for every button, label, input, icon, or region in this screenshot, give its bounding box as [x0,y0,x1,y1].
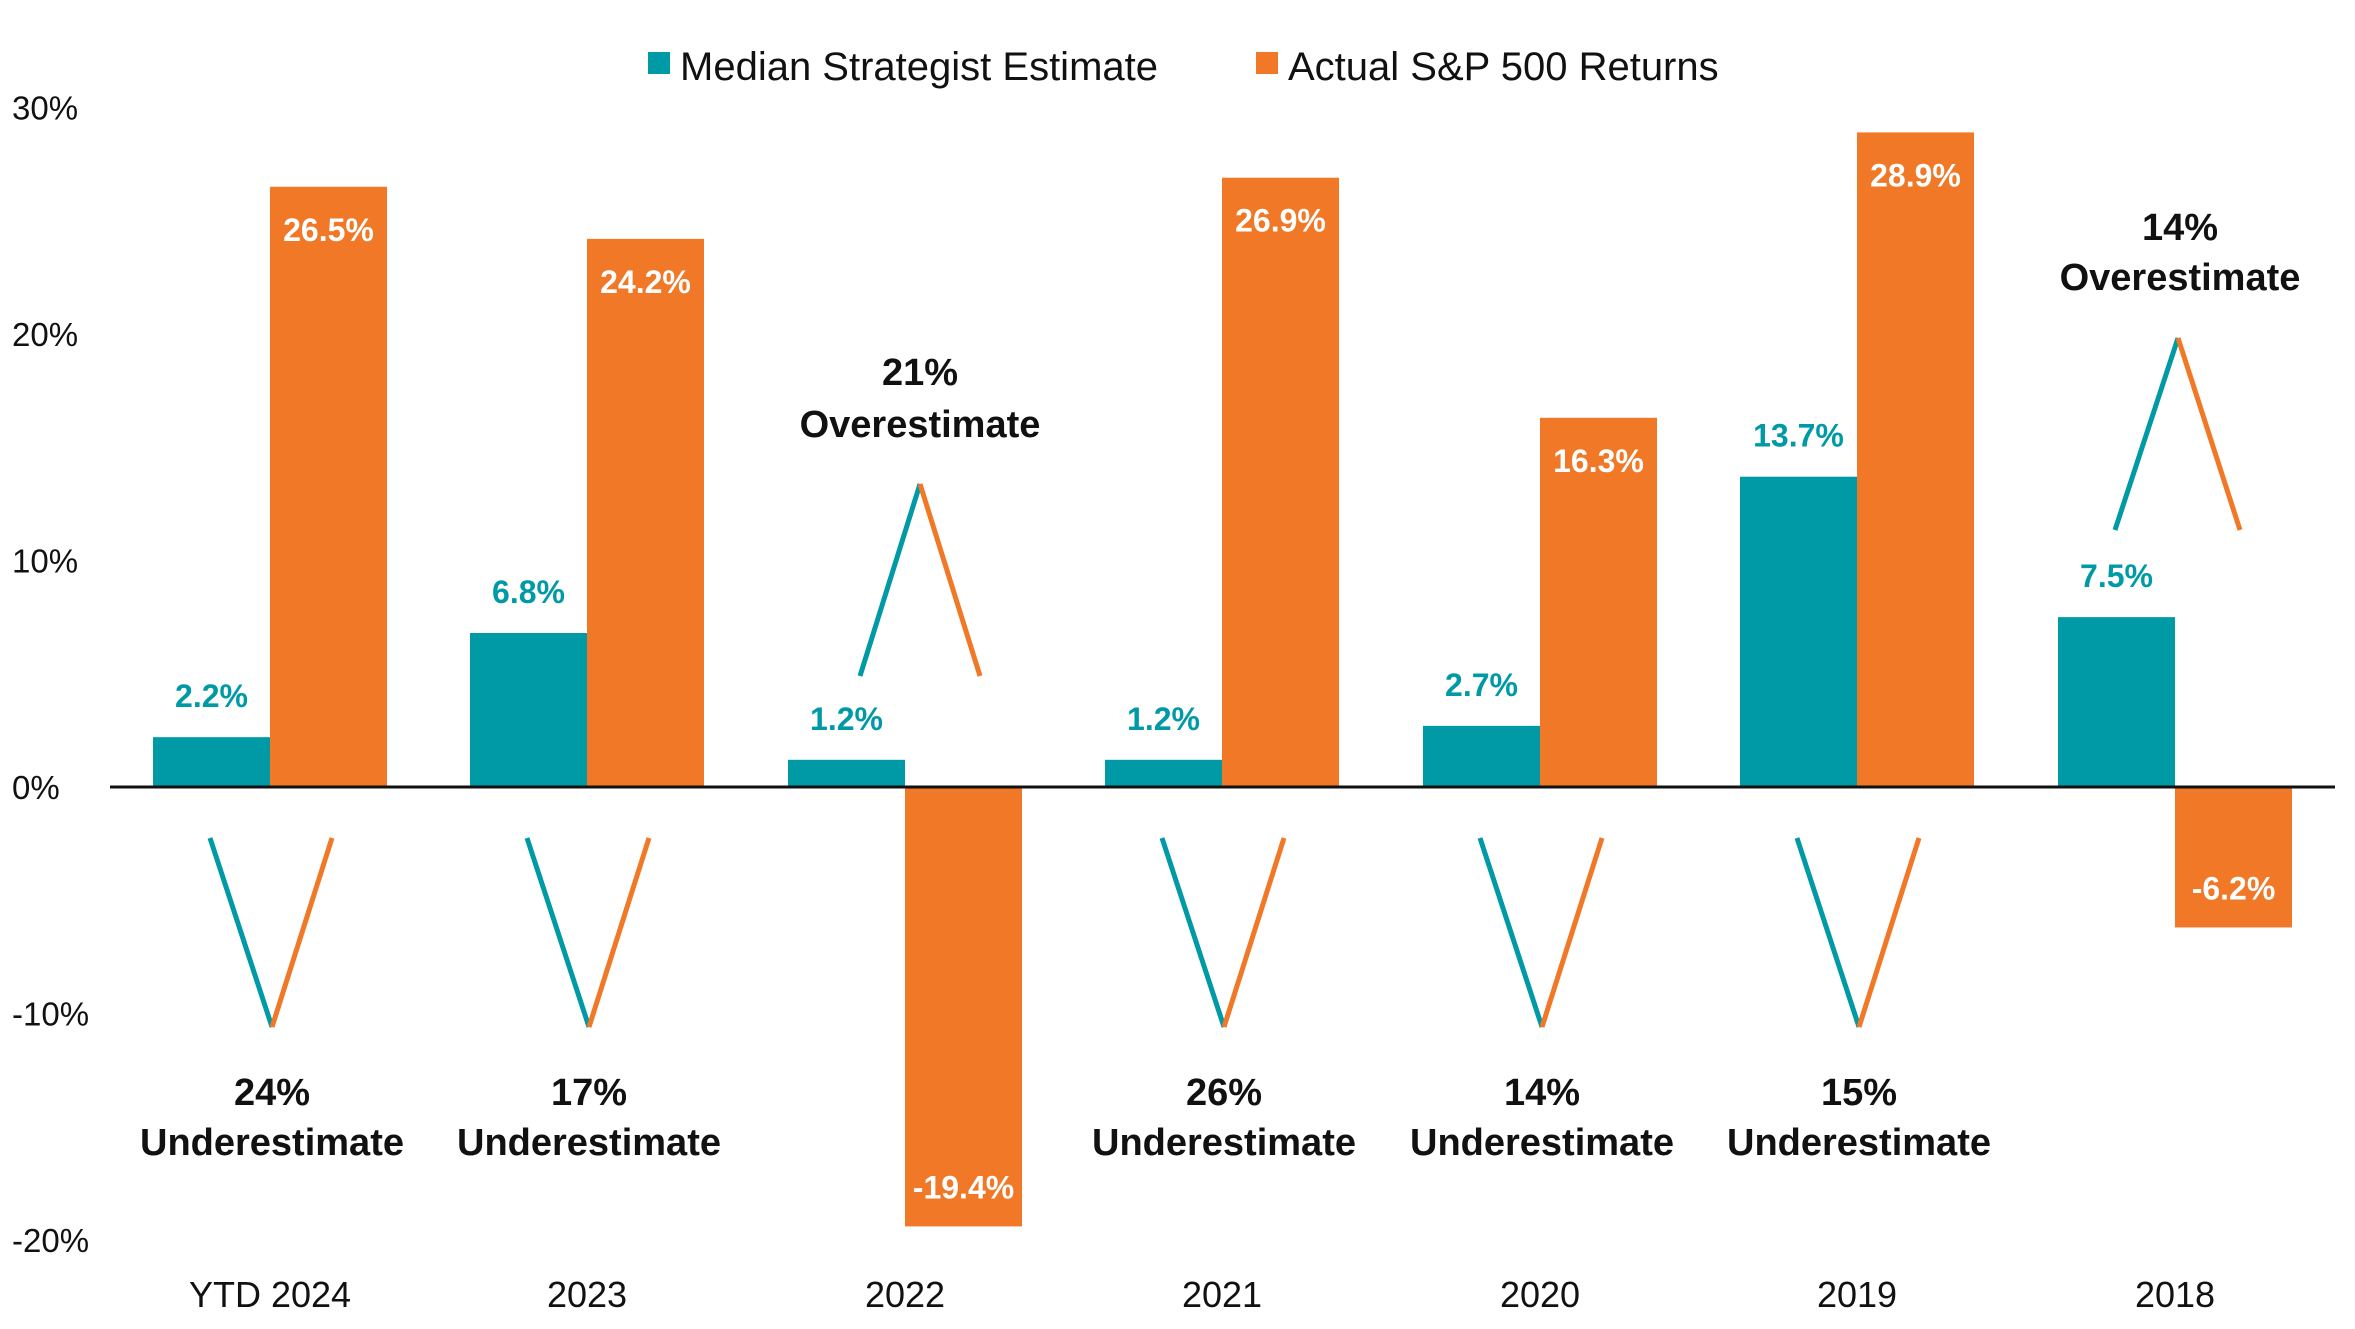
y-tick-label: 30% [12,90,78,127]
bar-actual [1857,132,1974,788]
legend-swatch-estimate [648,52,670,74]
y-axis: 30% 20% 10% 0% -10% -20% [12,90,89,1260]
annotation-text: Underestimate [1410,1122,1674,1164]
connector-estimate [2112,337,2181,531]
y-tick-label: 20% [12,316,78,353]
x-axis: YTD 2024 2023 2022 2021 2020 2019 2018 [189,1274,2215,1315]
annotation-percent: 17% [551,1072,627,1114]
category-label: 2022 [865,1274,945,1315]
category-label: 2023 [547,1274,627,1315]
data-label-estimate: 2.2% [175,678,248,714]
bar-actual [905,787,1022,1227]
connector-actual [917,483,983,677]
connector-actual [1856,837,1922,1028]
bar-estimate [788,759,905,787]
connector-actual [269,837,335,1028]
bar-actual [270,186,387,787]
bar-actual [2175,787,2292,928]
annotations: 24% Underestimate 17% Underestimate 21% Overe… [140,207,2300,1164]
annotation-text: Overestimate [2060,257,2301,299]
bar-estimate [153,737,270,787]
data-label-actual: -6.2% [2192,870,2276,906]
category-label: 2020 [1500,1274,1580,1315]
data-labels: 2.2% 6.8% 1.2% 1.2% 2.7% 13.7% 7.5% 26.5% 24.2% -… [175,157,2275,1205]
bar-estimate [1740,476,1857,787]
data-label-actual: 28.9% [1870,157,1961,193]
data-label-estimate: 2.7% [1445,667,1518,703]
data-label-actual: 26.9% [1235,203,1326,239]
legend-label-actual: Actual S&P 500 Returns [1288,45,1719,89]
bar-estimate [2058,617,2175,787]
annotation-text: Underestimate [1727,1122,1991,1164]
connector-estimate [1477,837,1545,1028]
annotation-text: Overestimate [800,404,1041,446]
connector-estimate [1159,837,1227,1028]
category-label: YTD 2024 [189,1274,351,1315]
bar-estimate [1423,725,1540,787]
data-label-estimate: 13.7% [1753,418,1844,454]
legend-swatch-actual [1256,52,1278,74]
connector-estimate [524,837,592,1028]
connector-actual [1539,837,1605,1028]
connector-actual [1221,837,1287,1028]
category-label: 2019 [1817,1274,1897,1315]
connector-estimate [1794,837,1862,1028]
annotation-percent: 14% [1504,1072,1580,1114]
data-label-estimate: 6.8% [492,574,565,610]
connector-actual [2175,337,2243,531]
connector-actual [586,837,652,1028]
annotation-text: Underestimate [1092,1122,1356,1164]
annotation-percent: 26% [1186,1072,1262,1114]
y-tick-label: -20% [12,1222,89,1259]
data-label-estimate: 1.2% [810,701,883,737]
annotation-percent: 14% [2142,207,2218,249]
bar-actual [1540,417,1657,787]
bar-actual [1222,177,1339,788]
data-label-actual: 16.3% [1553,443,1644,479]
legend: Median Strategist Estimate Actual S&P 50… [648,45,1719,89]
annotation-text: Underestimate [140,1122,404,1164]
annotation-percent: 21% [882,352,958,394]
data-label-estimate: 1.2% [1127,701,1200,737]
annotation-percent: 15% [1821,1072,1897,1114]
y-tick-label: -10% [12,996,89,1033]
bar-estimate [470,632,587,787]
y-tick-label: 0% [12,769,60,806]
bars [153,132,2292,1227]
legend-label-estimate: Median Strategist Estimate [680,45,1158,89]
category-label: 2018 [2135,1274,2215,1315]
annotation-percent: 24% [234,1072,310,1114]
bar-actual [587,238,704,787]
y-tick-label: 10% [12,543,78,580]
data-label-actual: -19.4% [913,1169,1014,1205]
category-label: 2021 [1182,1274,1262,1315]
connector-estimate [857,483,923,677]
annotation-text: Underestimate [457,1122,721,1164]
connector-estimate [207,837,275,1028]
data-label-actual: 26.5% [283,212,374,248]
bar-estimate [1105,759,1222,787]
difference-connectors [207,337,2243,1028]
data-label-estimate: 7.5% [2080,558,2153,594]
data-label-actual: 24.2% [600,264,691,300]
